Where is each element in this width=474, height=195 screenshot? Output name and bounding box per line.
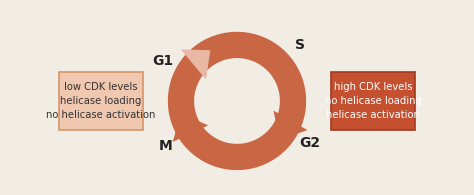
Text: high CDK levels
no helicase loading
helicase activation: high CDK levels no helicase loading heli… xyxy=(325,82,422,120)
Text: G2: G2 xyxy=(300,136,320,150)
Polygon shape xyxy=(181,49,210,80)
Polygon shape xyxy=(273,111,308,139)
Text: low CDK levels
helicase loading
no helicase activation: low CDK levels helicase loading no helic… xyxy=(46,82,155,120)
Polygon shape xyxy=(173,114,208,142)
Text: G1: G1 xyxy=(152,54,173,68)
Polygon shape xyxy=(168,32,306,170)
FancyBboxPatch shape xyxy=(331,72,415,130)
Polygon shape xyxy=(170,36,222,90)
Text: M: M xyxy=(159,139,173,153)
FancyBboxPatch shape xyxy=(59,72,143,130)
Text: S: S xyxy=(295,37,305,51)
